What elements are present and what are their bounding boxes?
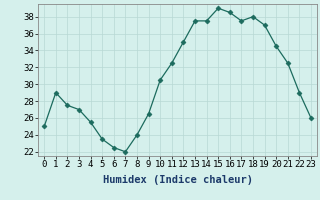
X-axis label: Humidex (Indice chaleur): Humidex (Indice chaleur): [103, 175, 252, 185]
